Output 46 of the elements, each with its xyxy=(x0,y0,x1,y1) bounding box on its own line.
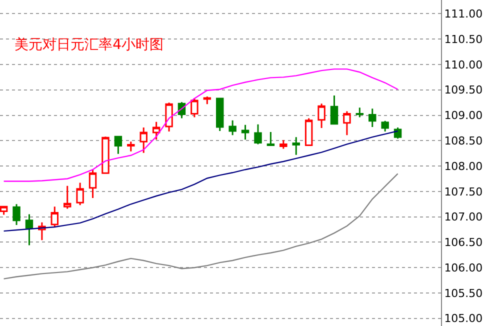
line-series xyxy=(3,68,398,182)
candlestick xyxy=(203,96,212,105)
candlestick xyxy=(356,106,364,118)
line-series xyxy=(3,130,398,232)
y-tick-label: 110.50 xyxy=(444,32,483,46)
candlestick xyxy=(12,203,20,226)
y-tick-label: 107.00 xyxy=(444,210,483,224)
candlestick xyxy=(280,139,288,150)
candlestick xyxy=(343,110,351,136)
line-series xyxy=(3,173,398,280)
y-tick-label: 105.50 xyxy=(444,286,483,300)
candlestick xyxy=(292,136,300,156)
candlestick xyxy=(241,124,250,140)
candlestick xyxy=(216,98,224,132)
candlestick xyxy=(190,97,198,118)
y-tick-label: 108.00 xyxy=(444,160,483,173)
candlestick xyxy=(127,140,135,152)
candlestick xyxy=(88,168,97,199)
candlestick xyxy=(368,108,376,128)
candlestick xyxy=(266,131,275,146)
candlestick xyxy=(63,185,72,210)
y-tick-label: 106.50 xyxy=(444,236,483,250)
candlestick xyxy=(152,121,160,140)
candlestick xyxy=(76,182,84,206)
y-tick-label: 107.50 xyxy=(444,185,483,198)
candlestick xyxy=(381,120,389,132)
y-tick-label: 105.00 xyxy=(444,312,483,326)
candlestick xyxy=(394,126,402,140)
y-tick-label: 109.00 xyxy=(444,109,483,122)
candlestick xyxy=(254,124,262,145)
candlestick xyxy=(114,136,122,155)
candlestick xyxy=(50,206,59,228)
y-tick-label: 111.00 xyxy=(444,8,483,21)
candlestick xyxy=(165,102,173,132)
y-tick-label: 109.50 xyxy=(444,84,483,97)
candlestick xyxy=(102,136,110,174)
candlestick xyxy=(140,126,148,154)
candlestick xyxy=(228,120,236,136)
candlestick xyxy=(25,214,34,246)
candlestick xyxy=(330,94,338,125)
candlestick xyxy=(304,118,313,146)
candlestick xyxy=(318,102,326,129)
y-tick-label: 108.50 xyxy=(444,134,483,148)
text: 美元对日元汇率4小时图 xyxy=(14,36,164,53)
y-tick-label: 110.00 xyxy=(444,58,483,72)
y-tick-label: 106.00 xyxy=(444,261,483,274)
